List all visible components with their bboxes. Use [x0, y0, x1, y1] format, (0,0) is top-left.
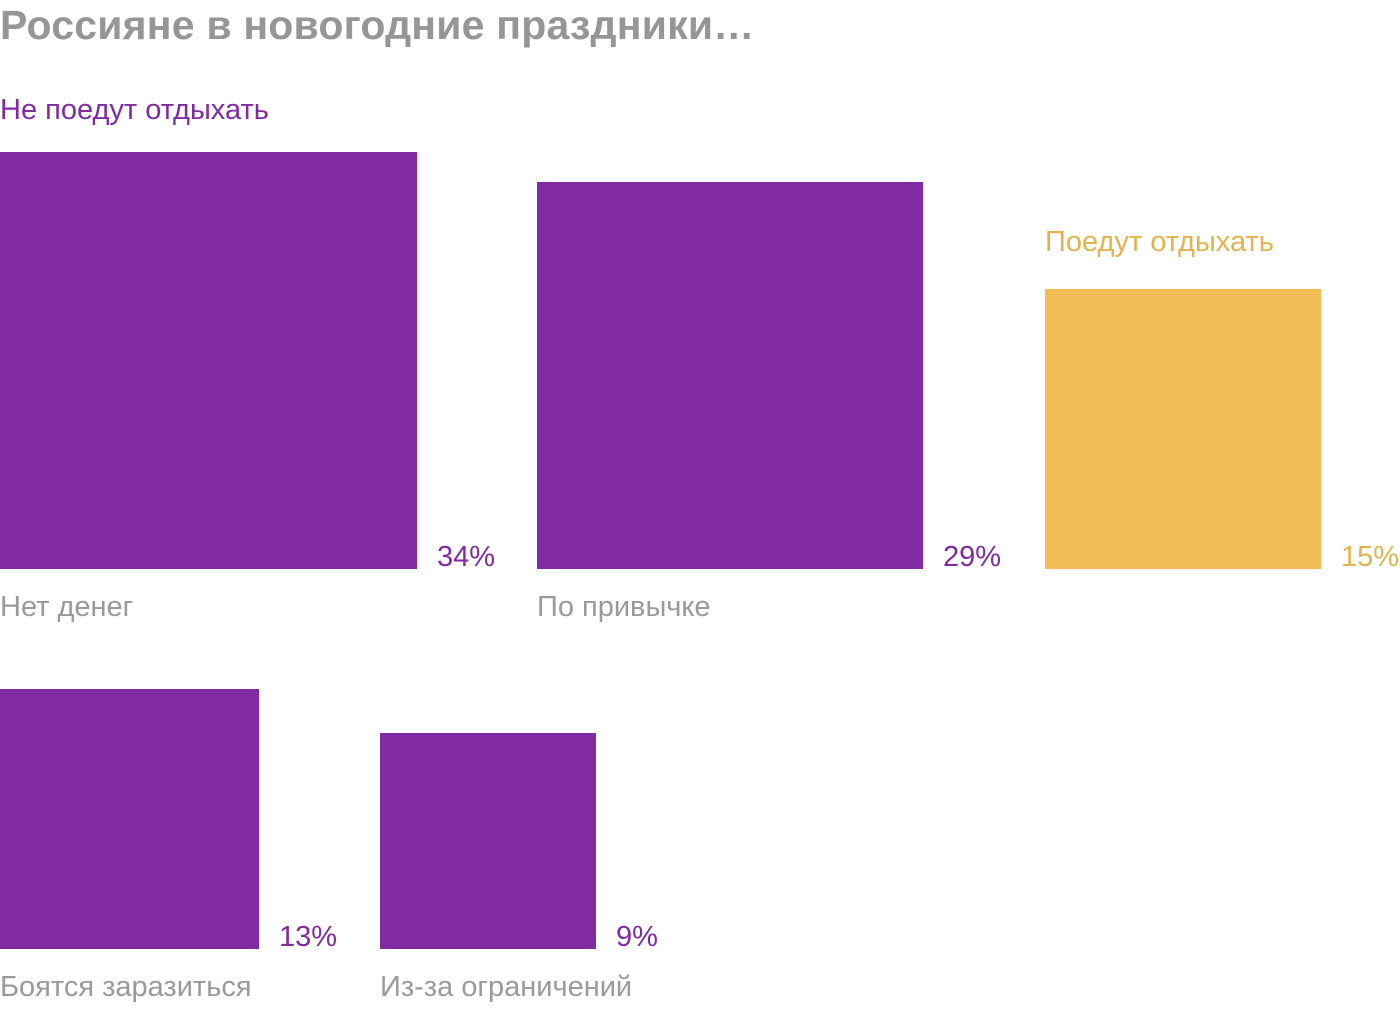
value-label-4: 13% — [279, 921, 338, 953]
category-label-5: Из-за ограничений — [380, 971, 633, 1003]
category-label-4: Боятся заразиться — [0, 971, 252, 1003]
group-label-go: Поедут отдыхать — [1045, 226, 1274, 258]
bar-4 — [0, 689, 259, 949]
category-label-1: Нет денег — [0, 591, 134, 623]
value-label-1: 34% — [437, 541, 496, 573]
category-label-2: По привычке — [537, 591, 711, 623]
bar-5 — [380, 733, 596, 949]
bar-1 — [0, 152, 417, 569]
value-label-3: 15% — [1341, 541, 1400, 573]
chart-title: Россияне в новогодние праздники… — [0, 2, 755, 48]
value-label-5: 9% — [616, 921, 658, 953]
bar-3 — [1045, 289, 1321, 569]
group-label-stay: Не поедут отдыхать — [0, 94, 269, 126]
bar-2 — [537, 182, 923, 569]
value-label-2: 29% — [943, 541, 1002, 573]
